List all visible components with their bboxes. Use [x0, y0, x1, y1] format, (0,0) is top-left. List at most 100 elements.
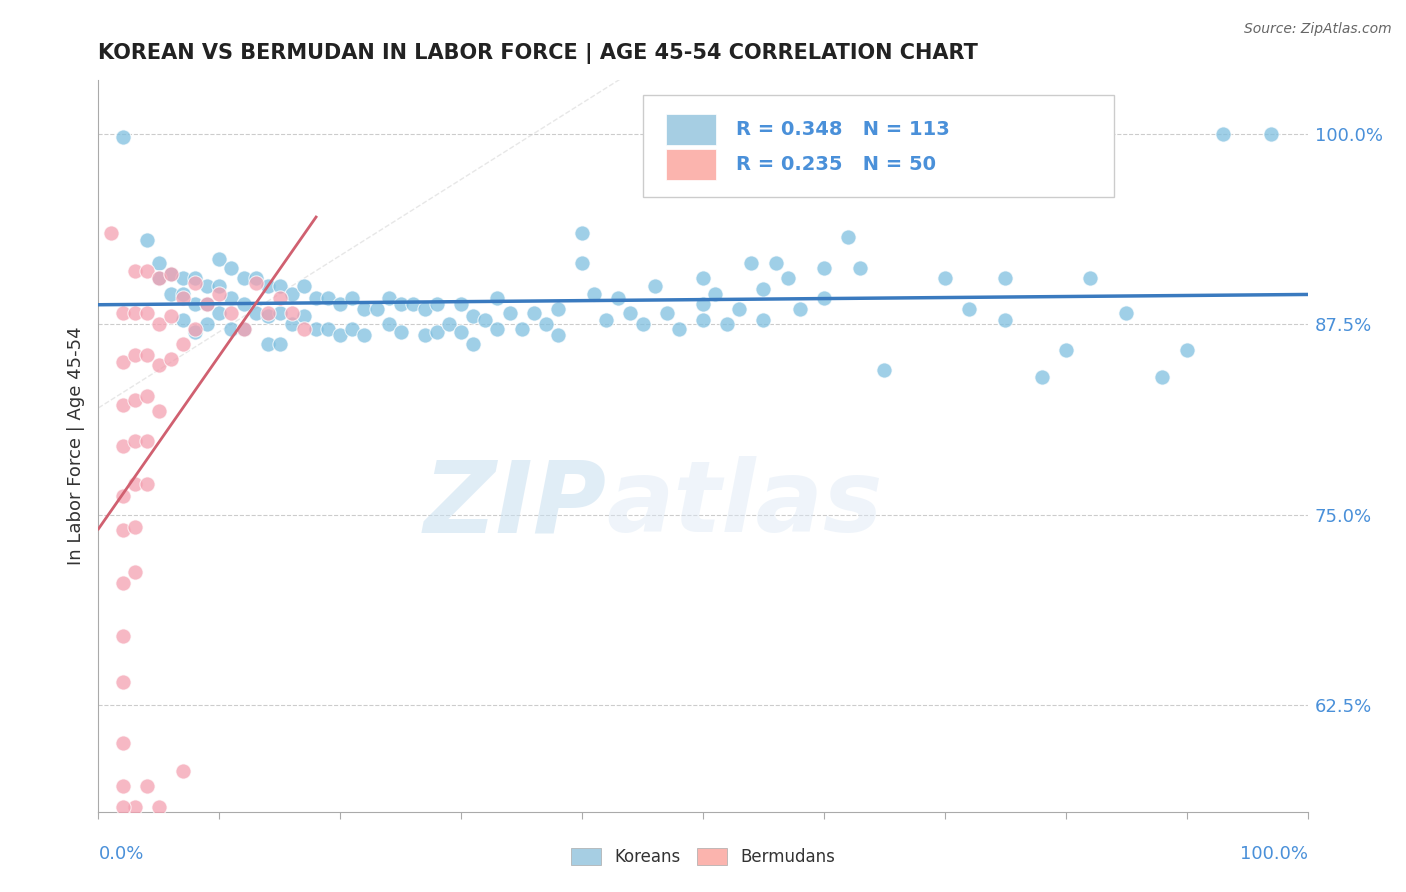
Point: [934, 271, 956, 285]
Point: [281, 286, 304, 301]
Point: [256, 337, 278, 351]
Point: [437, 317, 460, 331]
Point: [366, 301, 388, 316]
Point: [329, 327, 352, 342]
Point: [172, 291, 194, 305]
Point: [1054, 343, 1077, 357]
Point: [668, 321, 690, 335]
Point: [111, 129, 134, 144]
Point: [789, 301, 811, 316]
Point: [124, 477, 146, 491]
Point: [692, 297, 714, 311]
Point: [353, 327, 375, 342]
Text: R = 0.235   N = 50: R = 0.235 N = 50: [735, 155, 935, 174]
Point: [148, 358, 170, 372]
Point: [994, 271, 1017, 285]
Point: [281, 306, 304, 320]
Point: [269, 279, 291, 293]
Point: [124, 800, 146, 814]
Point: [813, 260, 835, 275]
Point: [148, 317, 170, 331]
Point: [692, 271, 714, 285]
Point: [413, 327, 436, 342]
Point: [111, 439, 134, 453]
Point: [1115, 306, 1137, 320]
Point: [111, 306, 134, 320]
Point: [644, 279, 666, 293]
Point: [474, 312, 496, 326]
Point: [124, 566, 146, 580]
Point: [389, 297, 412, 311]
Y-axis label: In Labor Force | Age 45-54: In Labor Force | Age 45-54: [66, 326, 84, 566]
Point: [849, 260, 872, 275]
Point: [232, 321, 254, 335]
Text: R = 0.348   N = 113: R = 0.348 N = 113: [735, 120, 949, 139]
Point: [100, 226, 122, 240]
Point: [450, 325, 472, 339]
Legend: Koreans, Bermudans: Koreans, Bermudans: [564, 841, 842, 873]
Point: [377, 317, 399, 331]
Point: [269, 337, 291, 351]
Point: [776, 271, 799, 285]
Point: [305, 291, 328, 305]
Point: [716, 317, 738, 331]
Point: [148, 256, 170, 270]
Point: [160, 267, 183, 281]
Point: [208, 286, 231, 301]
Point: [342, 321, 364, 335]
Point: [486, 321, 509, 335]
Point: [256, 310, 278, 324]
Point: [269, 291, 291, 305]
Text: atlas: atlas: [606, 456, 883, 553]
Point: [426, 325, 449, 339]
Point: [342, 291, 364, 305]
Point: [208, 279, 231, 293]
Point: [413, 301, 436, 316]
Point: [510, 321, 533, 335]
Point: [124, 306, 146, 320]
Point: [1031, 370, 1053, 384]
Point: [316, 291, 339, 305]
Point: [426, 297, 449, 311]
Point: [172, 764, 194, 778]
Point: [135, 434, 157, 449]
Point: [148, 404, 170, 418]
Point: [124, 520, 146, 534]
Point: [1260, 127, 1282, 141]
Point: [195, 279, 218, 293]
Point: [111, 489, 134, 503]
Point: [135, 306, 157, 320]
Point: [111, 630, 134, 644]
Point: [135, 233, 157, 247]
Point: [184, 321, 207, 335]
Point: [873, 363, 896, 377]
Point: [498, 306, 520, 320]
Point: [292, 279, 315, 293]
Point: [728, 301, 751, 316]
Point: [148, 800, 170, 814]
Point: [752, 312, 775, 326]
Point: [135, 348, 157, 362]
Point: [463, 310, 485, 324]
Point: [160, 286, 183, 301]
Point: [1152, 370, 1174, 384]
Point: [256, 306, 278, 320]
Point: [111, 675, 134, 690]
Point: [281, 317, 304, 331]
Point: [148, 271, 170, 285]
Point: [305, 321, 328, 335]
Point: [208, 306, 231, 320]
Point: [450, 297, 472, 311]
Point: [1212, 127, 1234, 141]
Point: [329, 297, 352, 311]
Point: [269, 306, 291, 320]
Point: [232, 321, 254, 335]
Point: [547, 301, 569, 316]
Point: [221, 260, 243, 275]
Point: [595, 312, 617, 326]
Point: [245, 276, 267, 290]
Point: [813, 291, 835, 305]
Point: [184, 297, 207, 311]
Point: [111, 779, 134, 793]
Point: [195, 297, 218, 311]
